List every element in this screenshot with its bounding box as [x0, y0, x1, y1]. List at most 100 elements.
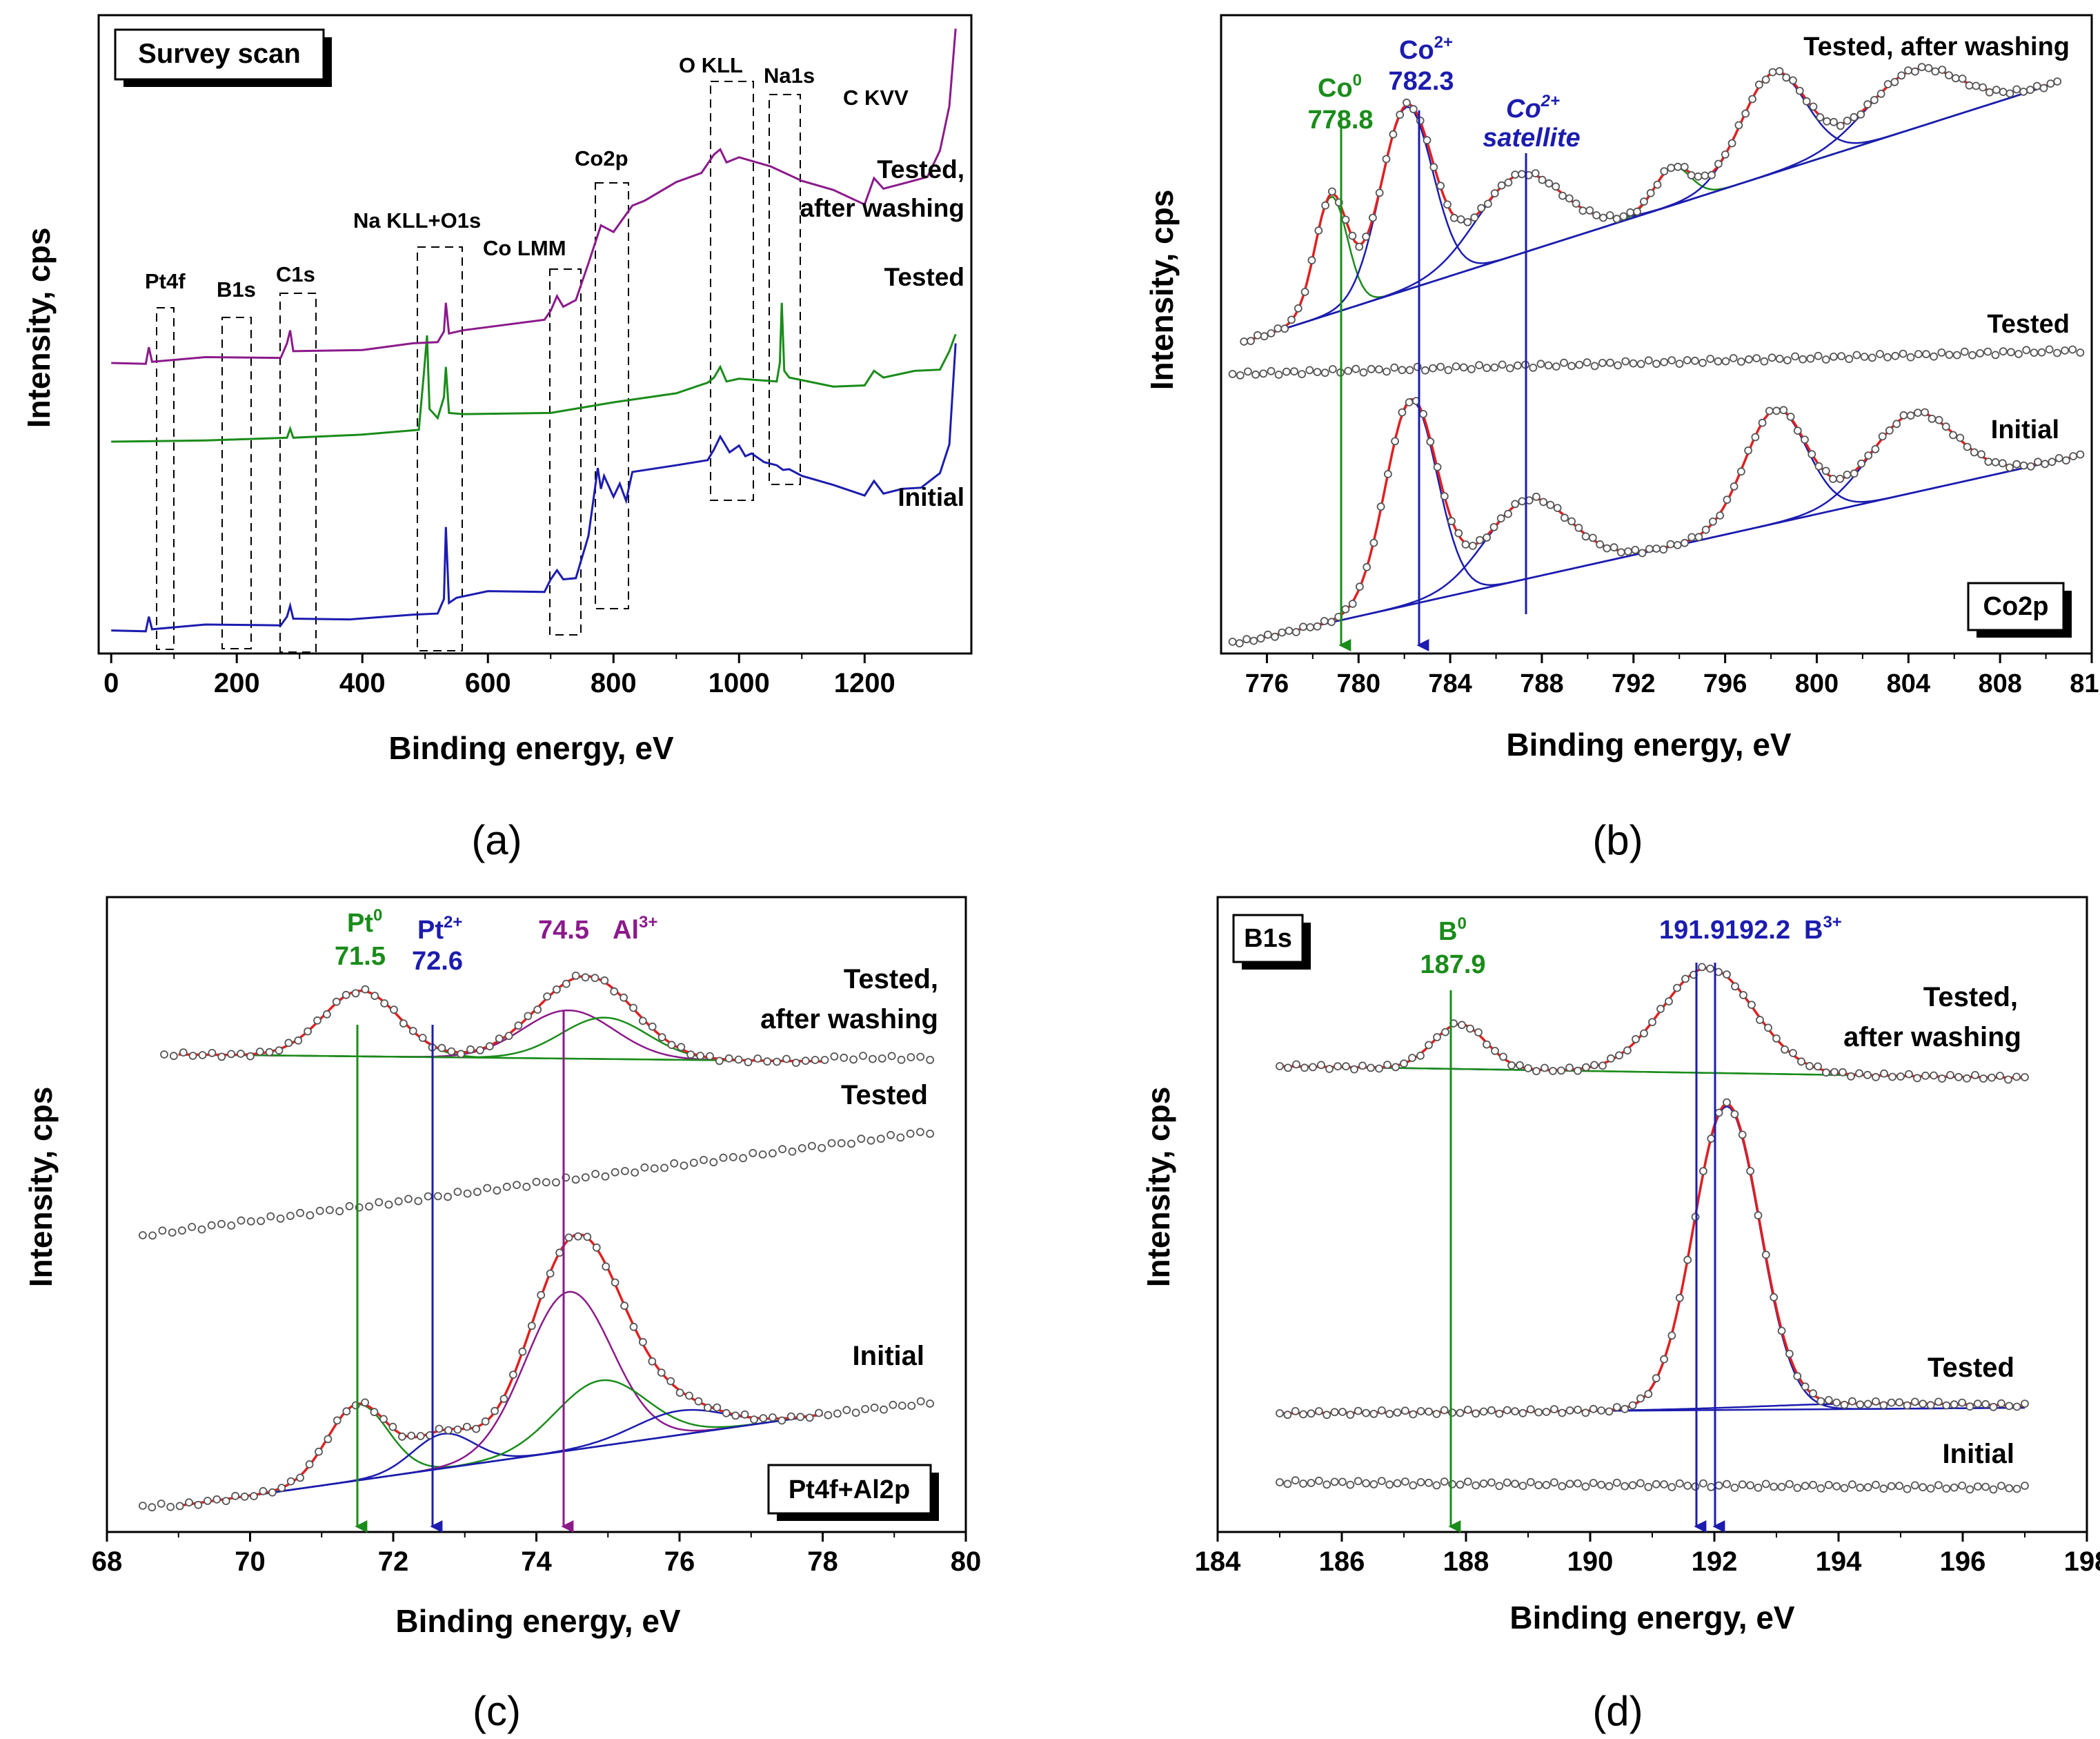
panel-b-x-ticks: 776 780 784 788 792 796 800 804 808 812 — [1245, 654, 2100, 698]
data-point — [1565, 1480, 1574, 1489]
data-point — [1783, 356, 1792, 364]
label-na-kll-o1s: Na KLL+O1s — [353, 208, 481, 233]
data-point — [1683, 1482, 1692, 1490]
data-point — [1483, 199, 1492, 208]
data-point — [1801, 1382, 1810, 1391]
data-point — [1247, 337, 1255, 346]
data-point — [1228, 370, 1237, 378]
panel-c-title-box — [767, 1464, 932, 1515]
data-point — [1628, 1401, 1637, 1410]
data-point — [824, 1411, 833, 1419]
data-point — [1558, 1482, 1567, 1491]
data-point — [798, 1144, 806, 1152]
data-point — [365, 1202, 373, 1211]
data-point — [1764, 1023, 1772, 1032]
data-point — [1621, 1482, 1630, 1491]
data-point — [1300, 288, 1309, 296]
data-point — [1716, 511, 1725, 520]
data-point — [384, 1200, 393, 1209]
label-na1s: Na1s — [764, 63, 815, 88]
data-point — [1887, 1398, 1896, 1407]
data-point — [1529, 364, 1538, 372]
data-point — [1585, 206, 1594, 215]
x-tick-label: 400 — [339, 668, 386, 698]
data-point — [1433, 1033, 1441, 1041]
data-point — [1801, 1482, 1810, 1491]
data-point — [1401, 1406, 1409, 1415]
data-point — [1951, 74, 1960, 83]
panel-c-pt4f-al2p: 68 70 72 74 76 78 80 Pt0 71.5 Pt2+ 72.6 74.5 A… — [23, 896, 981, 1734]
data-point — [361, 985, 370, 994]
data-point — [1934, 415, 1943, 424]
data-point — [773, 1057, 781, 1066]
data-point — [1789, 1049, 1797, 1057]
data-point — [1503, 1406, 1512, 1415]
data-point — [1612, 1478, 1621, 1487]
data-point — [898, 1402, 907, 1410]
data-point — [1615, 1051, 1623, 1060]
data-point — [906, 1129, 915, 1138]
data-point — [342, 1407, 351, 1416]
data-point — [1393, 1479, 1402, 1488]
panel-b-series — [1228, 63, 2085, 648]
data-point — [734, 1055, 743, 1064]
data-point — [433, 1192, 442, 1201]
data-point — [1583, 358, 1592, 367]
data-point — [1723, 1480, 1731, 1489]
data-point — [275, 1046, 284, 1055]
data-point — [581, 973, 590, 982]
panel-d-y-label: Intensity, cps — [1140, 1087, 1176, 1288]
data-point — [476, 1046, 484, 1054]
data-point — [1638, 549, 1647, 558]
panel-c-x-ticks: 68 70 72 74 76 78 80 — [92, 1532, 981, 1577]
data-point — [1377, 1406, 1386, 1415]
data-point — [1398, 408, 1407, 417]
data-point — [602, 1262, 611, 1271]
data-point — [463, 1189, 472, 1198]
x-tick-label: 800 — [1795, 669, 1839, 698]
data-point — [1761, 1480, 1770, 1489]
data-point — [1694, 533, 1703, 542]
data-point — [600, 976, 609, 985]
data-point — [1888, 1072, 1896, 1081]
data-point — [1934, 1397, 1943, 1406]
data-point — [1534, 1481, 1543, 1490]
data-point — [1680, 162, 1689, 171]
data-point — [435, 1424, 444, 1433]
data-point — [185, 1498, 193, 1507]
label-b0-energy: 187.9 — [1420, 950, 1485, 979]
data-point — [207, 1221, 216, 1230]
data-point — [1632, 1035, 1640, 1043]
data-point — [217, 1219, 226, 1228]
data-point — [1511, 500, 1520, 509]
data-point — [1507, 1061, 1516, 1070]
data-point — [306, 1211, 315, 1219]
data-point — [1456, 215, 1465, 224]
data-point — [1503, 1478, 1512, 1487]
data-point — [1899, 411, 1908, 420]
data-point — [1714, 159, 1723, 168]
data-point — [680, 1161, 689, 1170]
data-point — [1983, 347, 1992, 356]
data-point — [1830, 1068, 1839, 1077]
series-label-tested: Tested — [1928, 1353, 2014, 1383]
data-point — [840, 1053, 849, 1062]
data-point — [1977, 450, 1985, 459]
data-point — [1814, 351, 1823, 360]
data-point — [1730, 1110, 1739, 1119]
data-point — [1606, 358, 1614, 367]
data-point — [1320, 369, 1329, 377]
data-point — [527, 1322, 536, 1330]
x-tick-label: 0 — [103, 668, 119, 698]
data-point — [1588, 533, 1597, 542]
x-tick-label: 1200 — [834, 668, 895, 698]
data-point — [1398, 366, 1407, 375]
series-label-tested: Tested — [841, 1080, 928, 1110]
series-label-wash-2: after washing — [760, 1004, 938, 1034]
fit-component — [1280, 1105, 2025, 1415]
data-point — [1362, 1479, 1370, 1488]
data-point — [453, 1425, 462, 1434]
data-point — [1276, 1409, 1284, 1417]
data-point — [1801, 435, 1809, 444]
data-point — [188, 1052, 197, 1060]
